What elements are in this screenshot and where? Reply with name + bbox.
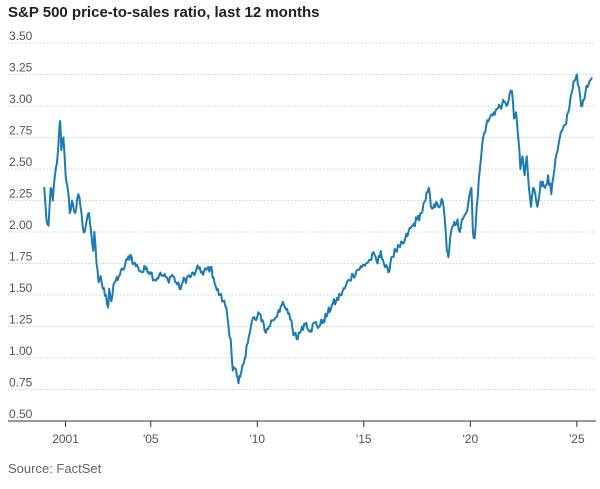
y-tick-label: 1.50 [9,281,33,295]
series-layer [43,73,593,385]
x-tick-label: '15 [356,432,372,446]
source-note: Source: FactSet [8,461,102,476]
y-axis-tick-labels: 0.50 0.75 1.00 1.25 1.50 1.75 2.00 2.25 2.50 2.75… [9,29,33,421]
y-tick-label: 3.25 [9,61,33,75]
y-tick-label: 1.00 [9,344,33,358]
y-tick-label: 1.75 [9,250,33,264]
x-tick-label: '20 [462,432,478,446]
chart-title: S&P 500 price-to-sales ratio, last 12 mo… [8,4,320,21]
x-tick-label: '10 [249,432,265,446]
y-tick-label: 0.75 [9,376,33,390]
y-tick-label: 2.25 [9,187,33,201]
y-tick-label: 3.50 [9,29,33,43]
y-tick-label: 2.50 [9,155,33,169]
x-tick-label: 2001 [52,432,79,446]
y-tick-label: 0.50 [9,407,33,421]
x-axis: 2001 '05 '10 '15 '20 '25 [52,421,585,446]
y-tick-label: 1.25 [9,313,33,327]
y-tick-label: 3.00 [9,92,33,106]
series-line [43,73,593,385]
x-tick-label: '25 [569,432,585,446]
x-tick-label: '05 [143,432,159,446]
y-tick-label: 2.75 [9,124,33,138]
y-tick-label: 2.00 [9,218,33,232]
